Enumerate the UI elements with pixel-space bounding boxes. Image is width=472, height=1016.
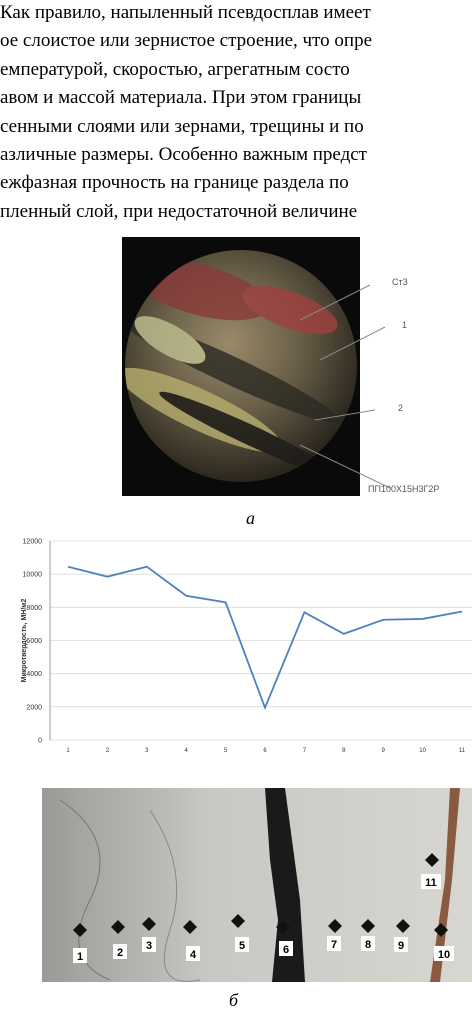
figure-label: 1 — [402, 320, 407, 330]
figure-label: ПП100Х15Н3Г2Р — [368, 484, 439, 494]
y-tick-label: 0 — [38, 738, 42, 745]
caption: а — [246, 508, 255, 529]
x-tick-label: 10 — [419, 748, 426, 754]
point-label: 4 — [190, 949, 197, 961]
x-tick-label: 6 — [263, 748, 267, 754]
point-label: 2 — [117, 947, 123, 959]
point-label: 7 — [331, 939, 337, 951]
micrograph-b: 1 2 3 4 5 6 7 8 9 10 11 — [0, 780, 472, 992]
micrograph-a: Ст3 1 2 ПП100Х15Н3Г2Р — [0, 230, 472, 505]
point-label: 11 — [425, 877, 437, 889]
y-tick-label: 12000 — [23, 539, 43, 546]
chart: 0 2000 4000 6000 8000 10000 12000 Микротвердост… — [0, 530, 472, 770]
text-line: азличные размеры. Особенно важным предст — [0, 144, 367, 166]
point-label: 9 — [398, 940, 404, 952]
x-tick-label: 1 — [66, 748, 70, 754]
point-label: 6 — [283, 944, 289, 956]
text-line: авом и массой материала. При этом границ… — [0, 87, 361, 109]
y-axis-title: Микротвердость, МН/м2 — [21, 599, 28, 683]
point-label: 8 — [365, 939, 371, 951]
point-label: 10 — [438, 949, 450, 961]
y-tick-label: 8000 — [26, 605, 42, 612]
x-tick-label: 3 — [145, 748, 149, 754]
text-line: сенными слоями или зернами, трещины и по — [0, 116, 364, 138]
text-line: ое слоистое или зернистое строение, что … — [0, 30, 372, 52]
x-tick-label: 4 — [185, 748, 189, 754]
text-line: Как правило, напыленный псевдосплав имее… — [0, 2, 371, 24]
point-label: 3 — [146, 940, 152, 952]
text-line: ежфазная прочность на границе раздела по — [0, 172, 349, 194]
figure-label: Ст3 — [392, 277, 408, 287]
point-label: 5 — [239, 940, 245, 952]
x-tick-label: 11 — [459, 748, 466, 754]
x-tick-label: 5 — [224, 748, 228, 754]
line — [68, 567, 462, 708]
y-tick-label: 2000 — [26, 704, 42, 711]
y-tick-label: 6000 — [26, 638, 42, 645]
page: Как правило, напыленный псевдосплав имее… — [0, 0, 472, 1016]
text-line: пленный слой, при недостаточной величине — [0, 201, 357, 223]
figure-label: 2 — [398, 403, 403, 413]
x-tick-label: 8 — [342, 748, 346, 754]
y-tick-label: 4000 — [26, 671, 42, 678]
caption: б — [229, 990, 238, 1011]
x-tick-label: 2 — [106, 748, 110, 754]
x-tick-label: 7 — [303, 748, 307, 754]
text-line: емпературой, скоростью, агрегатным состо — [0, 59, 350, 81]
point-label: 1 — [77, 951, 83, 963]
y-tick-label: 10000 — [23, 572, 43, 579]
x-tick-label: 9 — [382, 748, 386, 754]
